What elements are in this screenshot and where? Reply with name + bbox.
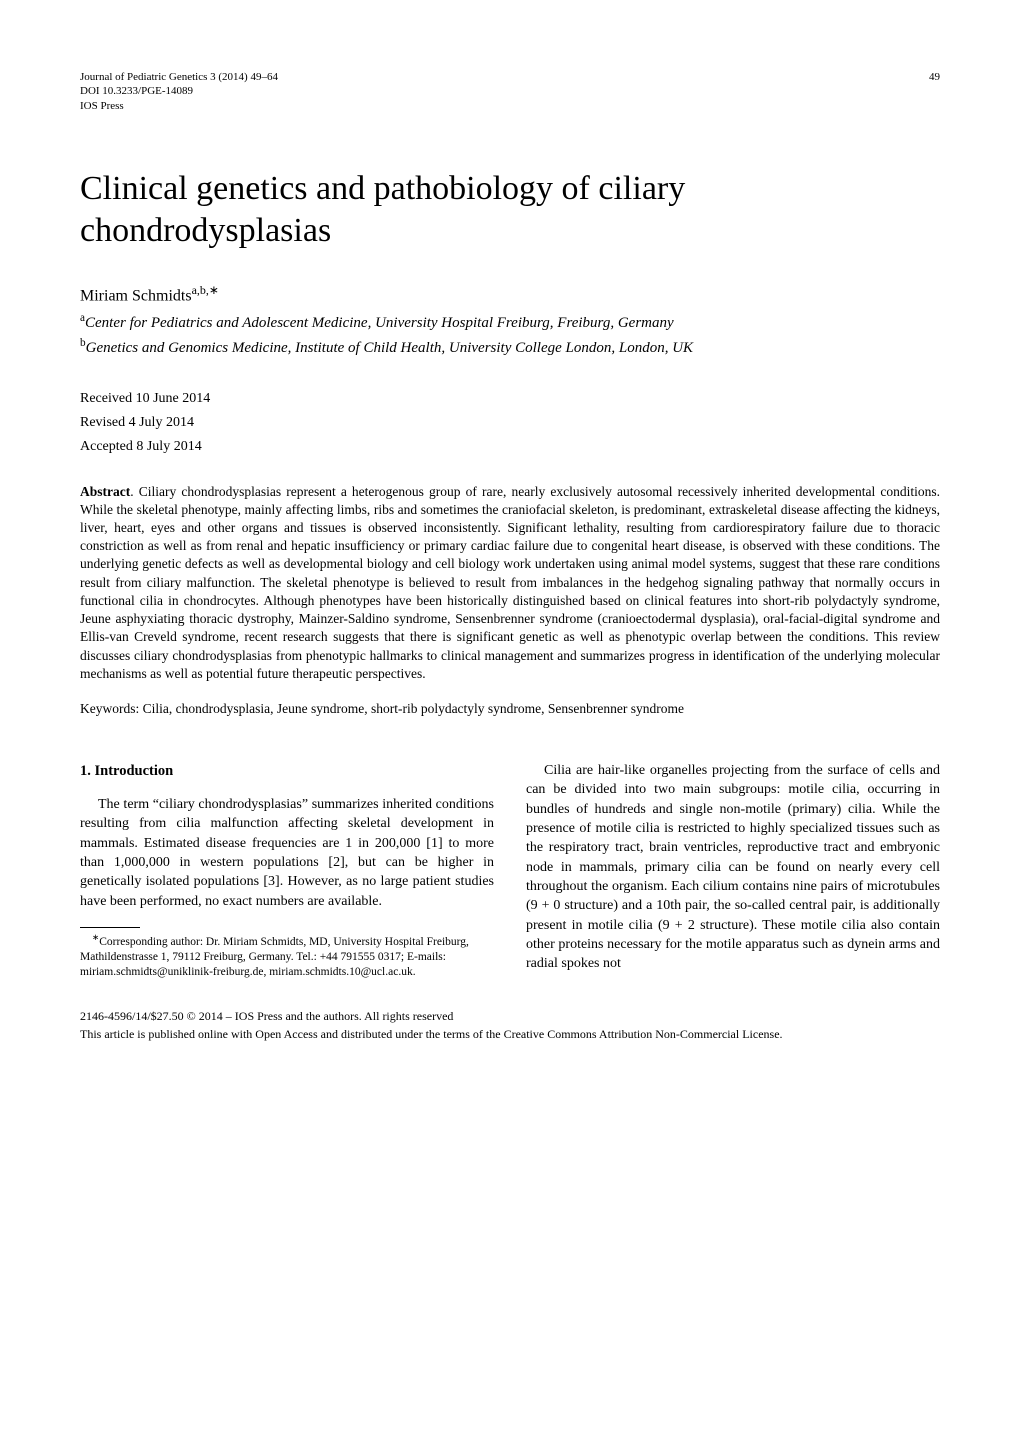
page-number: 49 [929,70,940,113]
doi-line: DOI 10.3233/PGE-14089 [80,84,278,98]
journal-header: Journal of Pediatric Genetics 3 (2014) 4… [80,70,940,113]
license-line: This article is published online with Op… [80,1025,940,1043]
left-column: 1. Introduction The term “ciliary chondr… [80,761,494,981]
journal-line: Journal of Pediatric Genetics 3 (2014) 4… [80,70,278,84]
affiliation-a: aCenter for Pediatrics and Adolescent Me… [80,311,940,334]
author-name: Miriam Schmidts [80,287,192,304]
affiliation-text: Center for Pediatrics and Adolescent Med… [85,315,674,331]
corresponding-author-footnote: ∗Corresponding author: Dr. Miriam Schmid… [80,932,494,980]
keywords: Keywords: Cilia, chondrodysplasia, Jeune… [80,701,940,717]
page-footer: 2146-4596/14/$27.50 © 2014 – IOS Press a… [80,1007,940,1043]
intro-paragraph-right: Cilia are hair-like organelles projectin… [526,761,940,973]
abstract-text: . Ciliary chondrodysplasias represent a … [80,484,940,681]
author-line: Miriam Schmidtsa,b,∗ [80,283,940,305]
journal-header-left: Journal of Pediatric Genetics 3 (2014) 4… [80,70,278,113]
press-line: IOS Press [80,99,278,113]
abstract: Abstract. Ciliary chondrodysplasias repr… [80,483,940,683]
date-received: Received 10 June 2014 [80,387,940,411]
abstract-label: Abstract [80,484,130,499]
copyright-line: 2146-4596/14/$27.50 © 2014 – IOS Press a… [80,1007,940,1025]
footnote-rule [80,927,140,928]
date-accepted: Accepted 8 July 2014 [80,435,940,459]
two-column-body: 1. Introduction The term “ciliary chondr… [80,761,940,981]
article-title: Clinical genetics and pathobiology of ci… [80,168,940,253]
section-heading: 1. Introduction [80,761,494,781]
affiliation-b: bGenetics and Genomics Medicine, Institu… [80,336,940,359]
affiliation-text: Genetics and Genomics Medicine, Institut… [86,340,693,356]
right-column: Cilia are hair-like organelles projectin… [526,761,940,981]
article-dates: Received 10 June 2014 Revised 4 July 201… [80,387,940,458]
author-markers: a,b,∗ [192,283,219,297]
footnote-text: Corresponding author: Dr. Miriam Schmidt… [80,936,469,978]
intro-paragraph-left: The term “ciliary chondrodysplasias” sum… [80,795,494,911]
date-revised: Revised 4 July 2014 [80,411,940,435]
